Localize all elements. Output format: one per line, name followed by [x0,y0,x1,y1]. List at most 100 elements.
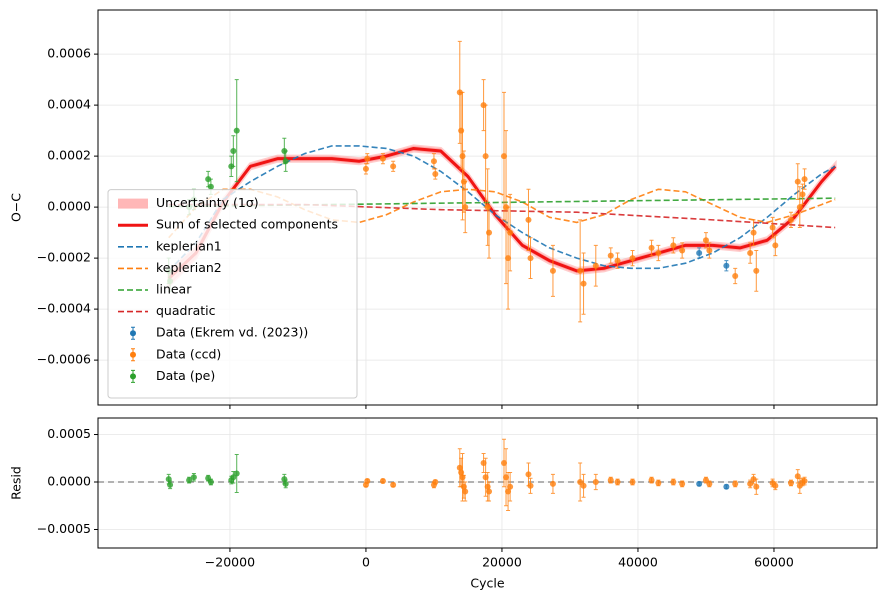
y-axis-label: O−C [9,193,24,222]
data-point [648,477,655,484]
data-point [458,127,465,134]
data-point [527,255,534,262]
data-point [801,478,808,485]
data-point [503,204,510,211]
y-tick-label: 0.0006 [47,46,91,61]
x-axis-label: Cycle [470,576,504,591]
data-point [787,216,794,223]
data-point [655,479,662,486]
data-point [679,247,686,254]
data-point [186,477,193,484]
legend-label: Sum of selected components [156,217,338,232]
data-point [629,255,636,262]
data-point [702,237,709,244]
data-point [480,102,487,109]
data-point [486,488,493,495]
axes-frame [97,417,878,549]
y-tick-label: 0.0000 [47,474,91,489]
data-point [430,158,437,165]
data-point [482,474,489,481]
data-point [696,480,703,487]
data-point [525,471,532,478]
data-point [432,170,439,177]
data-point [696,250,703,257]
x-tick-label: 0 [362,555,370,570]
y-tick-label: −0.0002 [37,250,91,265]
data-point [723,262,730,269]
data-point [480,460,487,467]
y-tick-label: 0.0005 [47,426,91,441]
data-point [679,480,686,487]
data-point [233,470,240,477]
data-point [577,267,584,274]
data-point [507,229,514,236]
legend-label: Data (pe) [156,368,215,383]
data-point [614,257,621,264]
legend-label: Data (ccd) [156,346,221,361]
y-axis-label: Resid [9,466,24,500]
data-point [732,480,739,487]
data-point [801,176,808,183]
data-point [607,477,614,484]
data-point [500,460,507,467]
data-point [390,481,397,488]
data-point [486,229,493,236]
legend-label: keplerian2 [156,260,222,275]
legend-handle [130,351,136,358]
data-point [772,242,779,249]
data-point [747,480,754,487]
data-point [390,163,397,170]
y-tick-label: 0.0000 [47,199,91,214]
data-point [190,474,197,481]
data-point [459,153,466,160]
data-point [753,483,760,490]
y-tick-label: −0.0004 [37,301,91,316]
data-point [462,488,469,495]
data-point [794,178,801,185]
data-point [167,481,174,488]
legend-label: keplerian1 [156,238,222,253]
x-tick-label: 40000 [618,555,658,570]
data-point [750,229,757,236]
data-point [549,267,556,274]
data-point [769,224,776,231]
data-point [799,191,806,198]
data-point [670,242,677,249]
x-tick-label: −20000 [205,555,255,570]
data-point [207,183,214,190]
x-tick-label: 60000 [754,555,794,570]
data-point [364,155,371,162]
y-tick-label: 0.0004 [47,97,91,112]
data-point [549,480,556,487]
data-point [525,216,532,223]
data-point [648,244,655,251]
legend-box [107,189,358,399]
data-point [580,280,587,287]
x-tick-label: 20000 [482,555,522,570]
data-point [796,204,803,211]
data-point [607,252,614,259]
data-point [505,488,512,495]
y-tick-label: −0.0006 [37,352,91,367]
data-point [462,204,469,211]
data-point [527,482,534,489]
data-point [670,479,677,486]
data-point [503,474,510,481]
data-point [592,479,599,486]
data-point [282,480,289,487]
data-point [592,262,599,269]
y-tick-label: 0.0002 [47,148,91,163]
data-point [747,250,754,257]
data-point [379,478,386,485]
data-point [753,267,760,274]
data-point [230,148,237,155]
data-point [732,272,739,279]
legend-handle [130,373,136,380]
data-point [205,176,212,183]
data-point [507,483,514,490]
legend-handle [118,198,148,209]
legend-handle [130,330,136,337]
data-point [787,479,794,486]
data-point [364,478,371,485]
